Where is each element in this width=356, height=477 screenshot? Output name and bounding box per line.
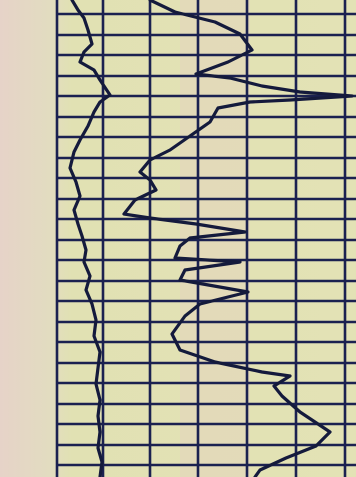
left-trace: [68, 0, 112, 477]
right-trace: [122, 0, 354, 477]
